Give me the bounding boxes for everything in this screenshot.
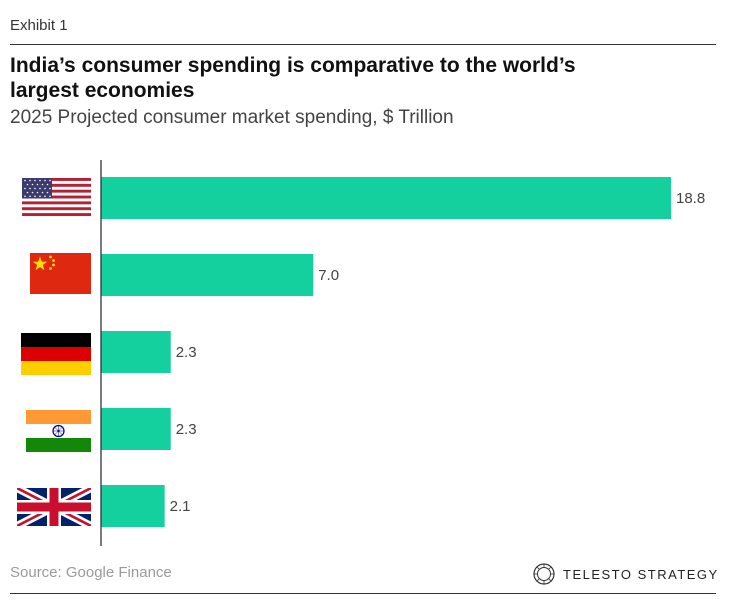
germany-flag-icon	[21, 333, 91, 375]
bar-5	[101, 485, 165, 527]
top-divider	[10, 44, 716, 45]
bar-chart: 18.8 7.0 2.3 2.3 2.1	[17, 160, 705, 546]
us-flag-icon	[22, 178, 91, 217]
exhibit-label: Exhibit 1	[10, 17, 68, 34]
chart-subtitle: 2025 Projected consumer market spending,…	[10, 107, 454, 128]
china-flag-icon	[30, 253, 91, 294]
bar-4	[101, 408, 171, 450]
bar-value-label-1: 18.8	[676, 190, 705, 207]
chart-title: India’s consumer spending is comparative…	[10, 54, 576, 102]
bar-value-label-2: 7.0	[318, 267, 339, 284]
uk-flag-icon	[17, 488, 91, 526]
brand-logo-lockup: TELESTO STRATEGY	[533, 563, 719, 585]
bar-value-label-5: 2.1	[170, 498, 191, 515]
telesto-logo-icon	[533, 563, 555, 585]
bar-value-label-3: 2.3	[176, 344, 197, 361]
bar-value-label-4: 2.3	[176, 421, 197, 438]
bottom-divider	[10, 593, 716, 594]
india-flag-icon	[26, 410, 91, 452]
bar-2	[101, 254, 314, 296]
bar-3	[101, 331, 171, 373]
brand-name: TELESTO STRATEGY	[563, 566, 719, 582]
source-note: Source: Google Finance	[10, 564, 172, 581]
bar-1	[101, 177, 671, 219]
